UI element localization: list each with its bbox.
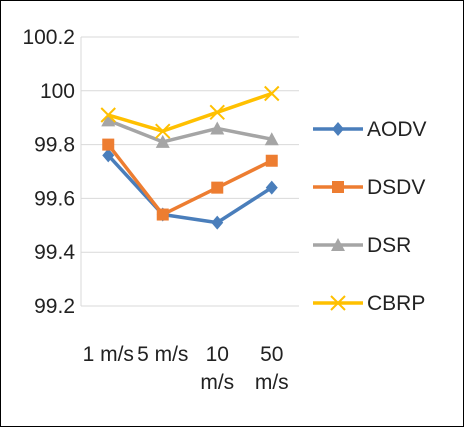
- x-tick-label: 5 m/s: [137, 343, 188, 366]
- legend-item-dsr: DSR: [313, 234, 411, 257]
- series-aodv: [102, 148, 278, 230]
- legend-label: AODV: [367, 118, 427, 141]
- legend-marker: [332, 181, 344, 193]
- gridlines: [80, 36, 299, 307]
- data-point-cbrp: [100, 107, 116, 123]
- data-point-dsr: [264, 132, 279, 146]
- data-point-dsr: [155, 134, 170, 148]
- x-tick-label: 10 m/s: [200, 343, 234, 394]
- data-point-dsr: [210, 121, 225, 135]
- data-point-cbrp: [155, 123, 171, 139]
- legend-marker: [332, 122, 344, 136]
- data-point-dsdv: [102, 138, 115, 151]
- series-dsdv: [102, 138, 278, 221]
- y-tick-label: 100.2: [22, 26, 75, 49]
- data-point-dsr: [101, 113, 116, 127]
- y-tick-label: 99.2: [34, 295, 75, 318]
- data-point-aodv: [102, 148, 115, 163]
- data-point-cbrp: [209, 104, 225, 121]
- y-tick-label: 99.6: [34, 187, 75, 210]
- series-line-aodv: [106, 154, 273, 225]
- legend-label: CBRP: [367, 292, 425, 315]
- legend-item-cbrp: CBRP: [313, 292, 425, 315]
- series-cbrp: [100, 85, 280, 139]
- legend-label: DSDV: [367, 176, 425, 199]
- legend-marker: [330, 295, 346, 311]
- legend-item-aodv: AODV: [313, 118, 427, 141]
- data-point-dsdv: [211, 181, 224, 194]
- data-point-cbrp: [264, 85, 280, 102]
- data-point-dsdv: [156, 208, 169, 221]
- x-axis-ticks: 1 m/s 5 m/s 10 m/s 50 m/s: [83, 343, 289, 394]
- y-axis-ticks: 99.2 99.4 99.6 99.8 100 100.2: [22, 26, 75, 318]
- legend-marker: [331, 238, 345, 251]
- legend-label: DSR: [367, 234, 411, 257]
- y-tick-label: 99.4: [34, 241, 75, 264]
- data-point-dsdv: [265, 154, 278, 167]
- y-tick-label: 100: [40, 80, 75, 103]
- y-tick-label: 99.8: [34, 134, 75, 157]
- legend: AODV DSDV DSR CBRP: [313, 118, 427, 315]
- series-line-cbrp: [107, 91, 273, 133]
- data-point-aodv: [211, 215, 224, 230]
- legend-item-dsdv: DSDV: [313, 176, 425, 199]
- series-line-dsdv: [106, 143, 273, 217]
- series-lines: [100, 85, 280, 230]
- series-line-dsr: [107, 118, 273, 144]
- x-tick-label: 50 m/s: [255, 343, 289, 394]
- data-point-aodv: [265, 180, 278, 195]
- x-tick-label: 1 m/s: [83, 343, 134, 366]
- series-dsr: [101, 113, 279, 148]
